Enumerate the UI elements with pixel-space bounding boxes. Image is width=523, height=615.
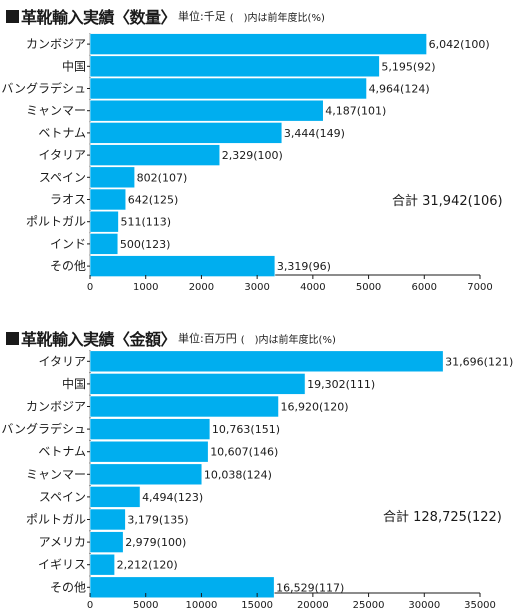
value-label: 10,607(146) bbox=[210, 446, 278, 459]
category-label: ポルトガル bbox=[26, 513, 86, 527]
value-label: 802(107) bbox=[137, 171, 188, 184]
amount-chart-plot: イタリア 31,696(121) 中国 19,302(111) カンボジア 16,920(… bbox=[1, 350, 513, 611]
value-label: 3,444(149) bbox=[284, 127, 345, 140]
chart-note: ( )内は前年度比(%) bbox=[229, 12, 325, 24]
category-label: インド bbox=[50, 237, 86, 251]
bar bbox=[89, 463, 203, 486]
x-tick-label: 4000 bbox=[300, 282, 325, 293]
category-label: カンボジア bbox=[26, 400, 86, 414]
bar bbox=[89, 576, 275, 599]
bar bbox=[89, 144, 221, 166]
x-tick-label: 0 bbox=[87, 282, 93, 293]
value-label: 5,195(92) bbox=[381, 60, 435, 73]
bar bbox=[89, 440, 209, 463]
bar bbox=[89, 255, 276, 277]
category-label: 中国 bbox=[62, 376, 86, 391]
category-label: アメリカ bbox=[39, 535, 86, 549]
x-tick-label: 20000 bbox=[297, 600, 329, 611]
bar bbox=[89, 553, 115, 576]
value-label: 500(123) bbox=[120, 238, 171, 251]
x-tick-label: 7000 bbox=[467, 282, 492, 293]
x-tick-label: 2000 bbox=[189, 282, 214, 293]
value-label: 2,212(120) bbox=[117, 559, 178, 572]
category-label: ポルトガル bbox=[26, 215, 86, 229]
bar bbox=[89, 395, 279, 418]
category-label: ベトナム bbox=[38, 445, 86, 459]
value-label: 3,179(135) bbox=[127, 514, 188, 527]
category-label: バングラデシュ bbox=[1, 81, 86, 96]
bar bbox=[89, 508, 126, 531]
category-label: バングラデシュ bbox=[1, 421, 86, 436]
category-label: その他 bbox=[50, 580, 86, 594]
x-tick-label: 35000 bbox=[464, 600, 496, 611]
amount-chart: 革靴輸入実績〈金額〉 単位:百万円 ( )内は前年度比(%) イタリア 31,69… bbox=[0, 322, 523, 615]
chart-total-label: 合計 128,725(122) bbox=[383, 510, 502, 525]
chart-unit-label: 単位:千足 bbox=[178, 10, 226, 23]
title-square-icon bbox=[6, 331, 19, 345]
x-tick-label: 5000 bbox=[133, 600, 158, 611]
value-label: 16,529(117) bbox=[276, 581, 344, 594]
value-label: 31,696(121) bbox=[445, 355, 513, 368]
value-label: 16,920(120) bbox=[281, 401, 349, 414]
quantity-chart-plot: カンボジア 6,042(100) 中国 5,195(92) バングラデシュ 4,964(1… bbox=[1, 33, 493, 293]
chart-title: 革靴輸入実績〈金額〉 bbox=[21, 330, 177, 349]
x-tick-label: 3000 bbox=[244, 282, 269, 293]
chart-title-row: 革靴輸入実績〈金額〉 単位:百万円 ( )内は前年度比(%) bbox=[6, 328, 336, 349]
x-tick-label: 25000 bbox=[353, 600, 385, 611]
value-label: 2,329(100) bbox=[222, 149, 283, 162]
value-label: 10,038(124) bbox=[204, 468, 272, 481]
bar bbox=[89, 166, 135, 189]
bar bbox=[89, 418, 211, 440]
x-tick-label: 5000 bbox=[356, 282, 381, 293]
chart-title-row: 革靴輸入実績〈数量〉 単位:千足 ( )内は前年度比(%) bbox=[6, 6, 325, 27]
category-label: ミャンマー bbox=[26, 467, 86, 481]
bar bbox=[89, 233, 119, 255]
bar bbox=[89, 531, 124, 553]
chart-note: ( )内は前年度比(%) bbox=[240, 334, 336, 346]
category-label: ミャンマー bbox=[26, 104, 86, 118]
category-label: ラオス bbox=[50, 193, 86, 207]
category-label: スペイン bbox=[39, 170, 86, 184]
category-label: スペイン bbox=[39, 490, 86, 504]
bar bbox=[89, 373, 306, 395]
value-label: 10,763(151) bbox=[212, 423, 280, 436]
x-tick-label: 10000 bbox=[186, 600, 218, 611]
value-label: 19,302(111) bbox=[307, 378, 375, 391]
value-label: 6,042(100) bbox=[429, 38, 490, 51]
category-label: イタリア bbox=[38, 148, 86, 162]
chart-total-label: 合計 31,942(106) bbox=[392, 194, 503, 209]
value-label: 642(125) bbox=[128, 194, 179, 207]
category-label: カンボジア bbox=[26, 37, 86, 51]
value-label: 2,979(100) bbox=[125, 536, 186, 549]
bar bbox=[89, 77, 367, 100]
quantity-chart: 革靴輸入実績〈数量〉 単位:千足 ( )内は前年度比(%) カンボジア 6,042… bbox=[0, 0, 523, 300]
value-label: 4,187(101) bbox=[325, 105, 386, 118]
x-tick-label: 1000 bbox=[133, 282, 158, 293]
value-label: 3,319(96) bbox=[277, 260, 331, 273]
category-label: イタリア bbox=[38, 354, 86, 368]
chart-title: 革靴輸入実績〈数量〉 bbox=[21, 8, 177, 27]
title-square-icon bbox=[6, 9, 19, 23]
bar bbox=[89, 350, 444, 373]
bar bbox=[89, 33, 427, 55]
bar bbox=[89, 122, 283, 144]
x-tick-label: 15000 bbox=[241, 600, 273, 611]
value-label: 4,964(124) bbox=[369, 83, 430, 96]
category-label: 中国 bbox=[62, 58, 86, 73]
category-label: ベトナム bbox=[38, 126, 86, 140]
bar bbox=[89, 210, 119, 233]
bar bbox=[89, 99, 324, 122]
value-label: 4,494(123) bbox=[142, 491, 203, 504]
bar bbox=[89, 486, 141, 508]
chart-unit-label: 単位:百万円 bbox=[178, 332, 237, 345]
x-tick-label: 6000 bbox=[412, 282, 437, 293]
category-label: その他 bbox=[50, 259, 86, 273]
x-tick-label: 0 bbox=[87, 600, 93, 611]
x-tick-label: 30000 bbox=[408, 600, 440, 611]
bar bbox=[89, 55, 380, 78]
bar bbox=[89, 188, 127, 211]
value-label: 511(113) bbox=[120, 216, 171, 229]
category-label: イギリス bbox=[38, 558, 86, 572]
